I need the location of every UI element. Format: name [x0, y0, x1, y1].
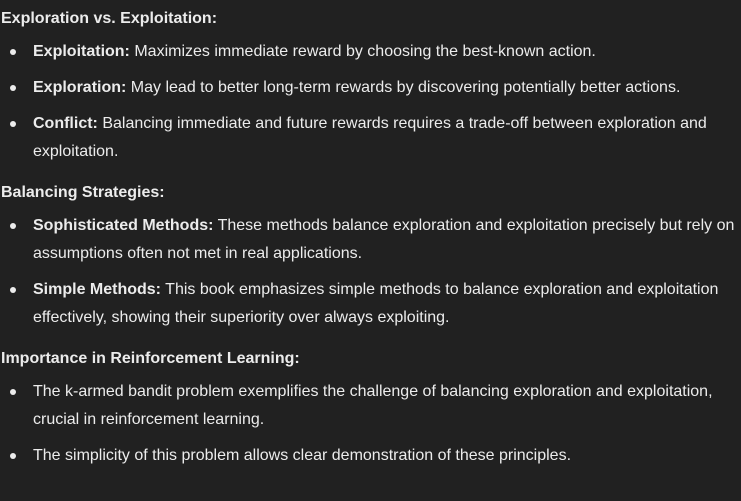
- item-text: May lead to better long-term rewards by …: [126, 79, 681, 96]
- section-importance-in-rl: Importance in Reinforcement Learning: Th…: [1, 348, 741, 470]
- section-heading: Balancing Strategies:: [1, 184, 165, 201]
- item-text: The k-armed bandit problem exemplifies t…: [33, 383, 713, 428]
- item-term: Exploitation:: [33, 43, 130, 60]
- bullet-dot-icon: [10, 121, 16, 127]
- list-item: Conflict: Balancing immediate and future…: [1, 110, 741, 166]
- list-item: The k-armed bandit problem exemplifies t…: [1, 378, 741, 434]
- section-heading: Importance in Reinforcement Learning:: [1, 350, 300, 367]
- item-term: Sophisticated Methods:: [33, 217, 214, 234]
- item-text: Maximizes immediate reward by choosing t…: [129, 43, 596, 60]
- bullet-dot-icon: [10, 223, 16, 229]
- item-text: The simplicity of this problem allows cl…: [33, 447, 572, 464]
- bullet-dot-icon: [10, 389, 16, 395]
- list-item: Simple Methods: This book emphasizes sim…: [1, 276, 741, 332]
- bullet-list: The k-armed bandit problem exemplifies t…: [1, 378, 741, 470]
- item-text: Balancing immediate and future rewards r…: [33, 115, 707, 160]
- bullet-dot-icon: [10, 49, 16, 55]
- list-item: Exploitation: Maximizes immediate reward…: [1, 38, 741, 66]
- item-text: These methods balance exploration and ex…: [33, 217, 735, 262]
- list-item: Sophisticated Methods: These methods bal…: [1, 212, 741, 268]
- item-text: This book emphasizes simple methods to b…: [33, 281, 719, 326]
- bullet-dot-icon: [10, 85, 16, 91]
- bullet-dot-icon: [10, 287, 16, 293]
- section-balancing-strategies: Balancing Strategies: Sophisticated Meth…: [1, 182, 741, 332]
- item-term: Conflict:: [33, 115, 98, 132]
- bullet-dot-icon: [10, 453, 16, 459]
- bullet-list: Sophisticated Methods: These methods bal…: [1, 212, 741, 332]
- section-exploration-vs-exploitation: Exploration vs. Exploitation: Exploitati…: [1, 8, 741, 166]
- section-heading: Exploration vs. Exploitation:: [1, 10, 218, 27]
- bullet-list: Exploitation: Maximizes immediate reward…: [1, 38, 741, 166]
- item-term: Exploration:: [33, 79, 127, 96]
- list-item: The simplicity of this problem allows cl…: [1, 442, 741, 470]
- item-term: Simple Methods:: [33, 281, 162, 298]
- list-item: Exploration: May lead to better long-ter…: [1, 74, 741, 102]
